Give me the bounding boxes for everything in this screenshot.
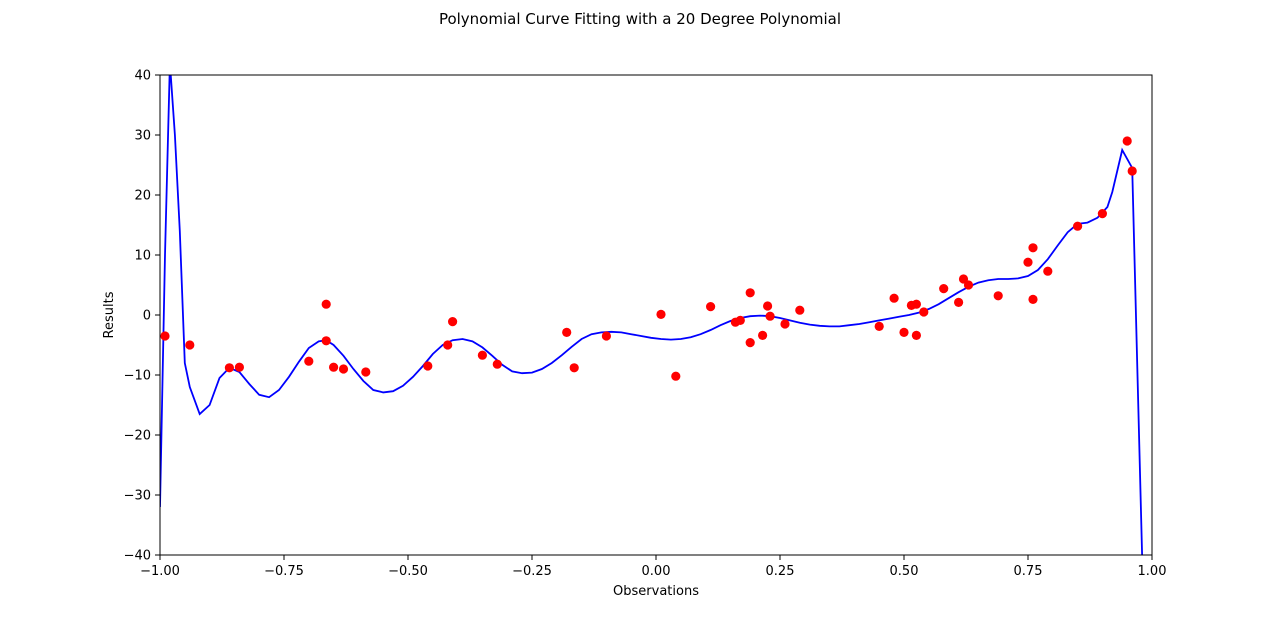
data-point <box>329 362 339 372</box>
data-point <box>601 331 612 341</box>
data-point <box>758 330 768 340</box>
data-point <box>1097 209 1107 219</box>
data-point <box>899 327 909 337</box>
data-point <box>569 363 579 373</box>
y-tick-label: −30 <box>124 489 151 504</box>
data-point <box>889 293 899 303</box>
x-tick-label: −1.00 <box>140 564 180 579</box>
y-ticks: −40 −30 −20 −10 0 10 20 30 40 <box>124 69 160 564</box>
data-point <box>562 327 572 337</box>
data-point <box>911 330 922 340</box>
data-point <box>160 331 170 341</box>
data-point <box>321 336 331 346</box>
data-point <box>963 280 974 290</box>
y-tick-label: −20 <box>124 429 151 444</box>
data-point <box>765 311 775 321</box>
y-tick-label: 10 <box>134 249 151 264</box>
chart-title: Polynomial Curve Fitting with a 20 Degre… <box>439 10 841 28</box>
data-point <box>1043 266 1053 276</box>
data-point <box>939 284 949 294</box>
x-tick-label: −0.75 <box>264 564 304 579</box>
data-point <box>735 315 745 325</box>
data-point <box>338 364 349 374</box>
x-axis-label: Observations <box>613 584 699 599</box>
data-point <box>304 356 314 366</box>
data-point <box>321 299 331 309</box>
fitted-curve-line <box>160 75 1143 555</box>
data-point <box>745 338 755 348</box>
data-point <box>763 301 773 311</box>
x-ticks: −1.00 −0.75 −0.50 −0.25 0.00 0.25 0.50 0.75 1.00 <box>140 555 1166 579</box>
y-tick-label: 30 <box>134 129 151 144</box>
plot-frame <box>159 74 1153 556</box>
data-point <box>423 361 433 371</box>
x-tick-label: 1.00 <box>1138 564 1167 579</box>
y-tick-label: 0 <box>143 309 151 324</box>
x-tick-label: −0.50 <box>388 564 428 579</box>
y-tick-label: −10 <box>124 369 151 384</box>
data-point <box>745 288 755 298</box>
y-tick-label: 40 <box>134 69 151 84</box>
data-point <box>1073 221 1083 231</box>
data-point <box>656 309 666 319</box>
data-point <box>911 299 922 309</box>
data-point <box>1023 257 1033 267</box>
y-axis-label: Results <box>102 291 117 338</box>
data-point <box>795 305 805 315</box>
x-tick-label: −0.25 <box>512 564 552 579</box>
x-tick-label: 0.75 <box>1014 564 1043 579</box>
data-point <box>954 297 964 307</box>
data-point <box>443 340 453 350</box>
y-tick-label: −40 <box>124 549 151 564</box>
x-tick-label: 0.25 <box>766 564 795 579</box>
data-point <box>1028 294 1038 304</box>
x-tick-label: 0.00 <box>642 564 671 579</box>
data-point <box>780 319 790 329</box>
data-point <box>361 367 371 377</box>
data-point <box>1028 243 1038 253</box>
data-point <box>492 359 502 369</box>
data-point <box>448 317 458 327</box>
data-point <box>919 307 929 317</box>
data-point <box>224 363 234 373</box>
y-tick-label: 20 <box>134 189 151 204</box>
data-point <box>671 371 681 381</box>
data-point <box>1122 136 1132 146</box>
data-point <box>1127 166 1137 176</box>
data-point <box>874 321 884 331</box>
data-point <box>185 340 195 350</box>
data-point <box>993 291 1003 301</box>
data-point <box>477 350 487 360</box>
data-points <box>160 136 1137 381</box>
x-tick-label: 0.50 <box>890 564 919 579</box>
data-point <box>706 302 716 312</box>
data-point <box>234 362 244 372</box>
